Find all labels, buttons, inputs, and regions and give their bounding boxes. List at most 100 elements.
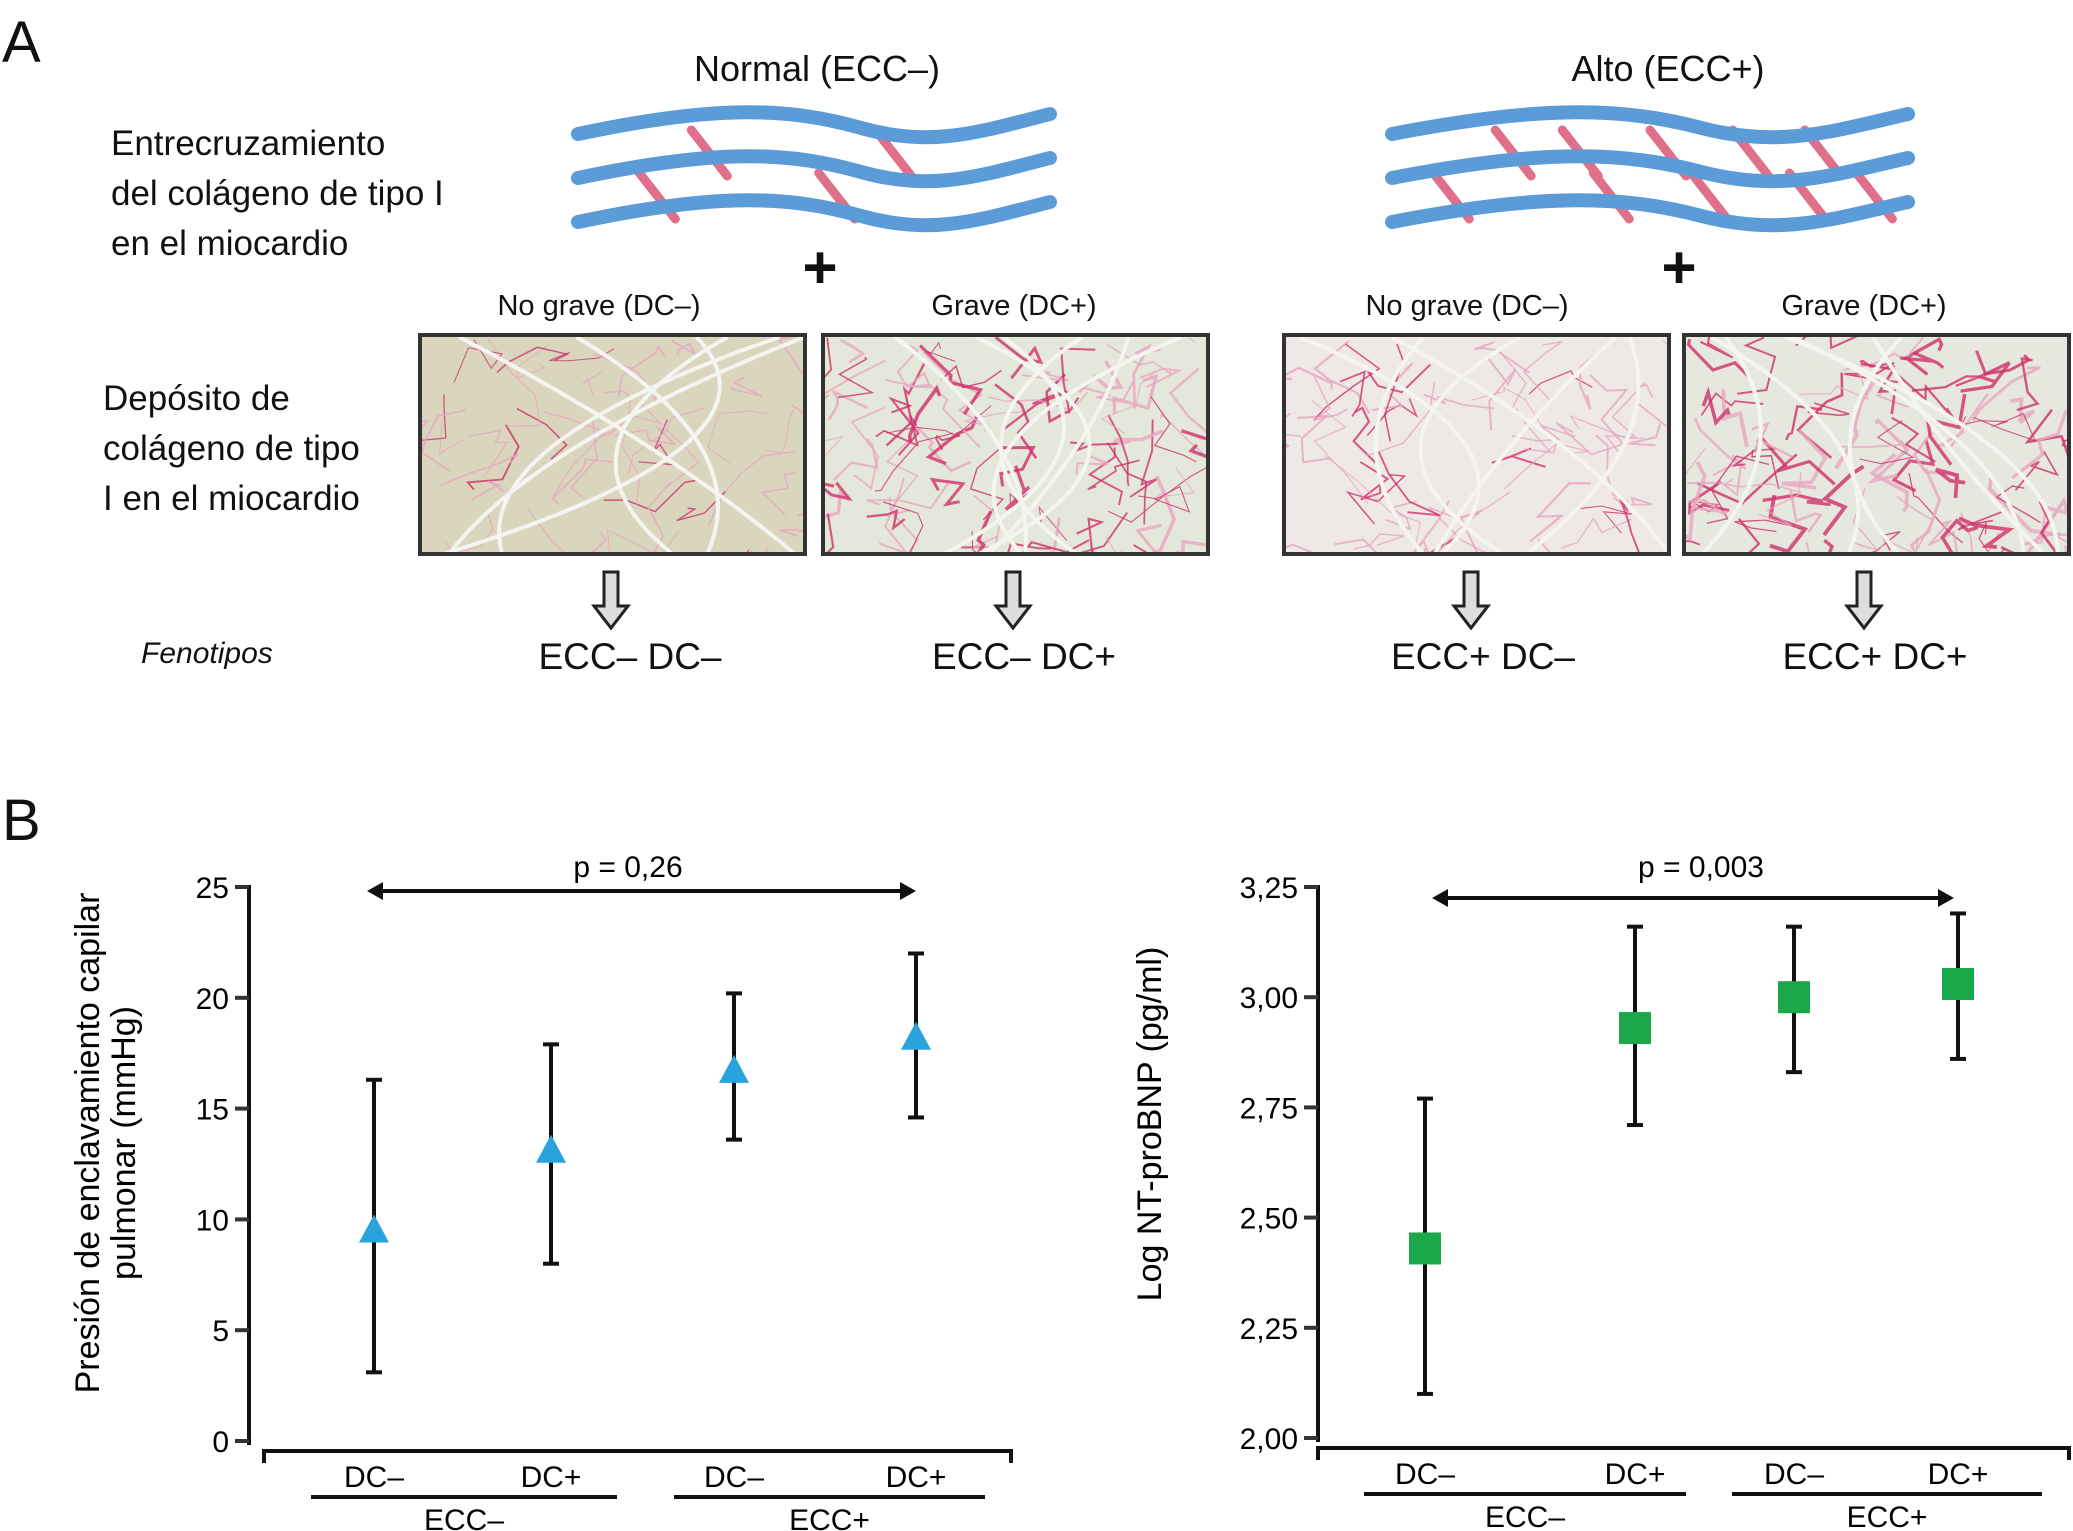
collagen-stain: [707, 410, 768, 464]
collagen-stain: [1869, 452, 1909, 513]
collagen-stain: [1365, 382, 1436, 456]
collagen-stain: [2014, 450, 2060, 491]
tissue-gap: [1433, 337, 1618, 552]
collagen-stain: [1112, 374, 1159, 414]
collagen-stain: [1150, 396, 1197, 463]
collagen-stain: [1106, 344, 1171, 376]
collagen-stain: [940, 364, 1002, 389]
tissue-gap: [1701, 337, 1763, 552]
y-tick-label: 5: [212, 1315, 229, 1348]
collagen-stain: [1768, 494, 1809, 552]
histology-image: [821, 333, 1210, 556]
panel-a-label: A: [2, 10, 41, 75]
y-tick-label: 3,00: [1240, 982, 1298, 1015]
collagen-stain: [1339, 370, 1367, 417]
collagen-stain: [1129, 419, 1158, 498]
collagen-fiber: [571, 149, 1057, 189]
collagen-stain: [453, 339, 503, 383]
group-label: ECC–: [1485, 1501, 1565, 1531]
chart-0: 0 5 10 15 20 25 DC– DC+ DC– DC+ ECC– ECC+ Presión de…: [69, 851, 1013, 1531]
tissue-gap: [497, 337, 781, 552]
collagen-stain: [885, 426, 923, 512]
collagen-stain: [2024, 409, 2067, 457]
x-tick-label: DC+: [886, 1461, 947, 1494]
collagen-stain: [882, 501, 924, 552]
collagen-stain: [1876, 539, 1913, 552]
tissue-gap: [1373, 337, 1425, 552]
collagen-stain: [875, 415, 919, 447]
collagen-stain: [516, 407, 568, 460]
collagen-stain: [922, 351, 991, 429]
data-point-square: [1778, 981, 1810, 1014]
collagen-stain: [925, 414, 979, 466]
collagen-stain: [591, 531, 607, 552]
collagen-stain: [1738, 518, 1761, 552]
collagen-stain: [468, 429, 509, 477]
collagen-stain: [603, 478, 702, 513]
collagen-stain: [1470, 386, 1545, 431]
group-label: ECC+: [789, 1504, 870, 1531]
collagen-stain: [1060, 347, 1096, 415]
collagen-stain: [670, 339, 696, 356]
collagen-stain: [1022, 539, 1090, 552]
collagen-stain: [1900, 351, 1945, 369]
tissue-gap: [1847, 337, 1904, 552]
collagen-stain: [1686, 448, 1706, 475]
collagen-stain: [1987, 532, 2000, 552]
tissue-gap: [1709, 337, 1861, 552]
y-tick-label: 10: [196, 1204, 229, 1237]
collagen-stain: [988, 391, 1089, 412]
collagen-stain: [1105, 536, 1122, 552]
collagen-stain: [1413, 500, 1451, 552]
collagen-stain: [1181, 539, 1206, 552]
collagen-stain: [1762, 493, 1831, 507]
collagen-stain: [1843, 337, 1924, 371]
collagen-stain: [1687, 458, 1743, 497]
collagen-stain: [1579, 505, 1633, 534]
collagen-stain: [1081, 380, 1135, 403]
data-point-triangle: [719, 1054, 749, 1083]
collagen-stain: [1353, 533, 1405, 550]
collagen-stain: [582, 371, 603, 398]
collagen-stain: [2009, 397, 2036, 425]
deposit-label-line: colágeno de tipo: [103, 429, 360, 468]
collagen-stain: [422, 419, 430, 446]
collagen-stain: [825, 435, 844, 457]
y-tick-label: 15: [196, 1094, 229, 1127]
collagen-stain: [878, 477, 908, 552]
collagen-stain: [1560, 517, 1632, 549]
y-tick-label: 20: [196, 983, 229, 1016]
tissue-gap: [1525, 337, 1641, 552]
collagen-stain: [2064, 544, 2067, 552]
collagen-stain: [1934, 467, 1966, 499]
collagen-stain: [1555, 421, 1624, 456]
collagen-stain: [422, 394, 447, 441]
collagen-stain: [1107, 414, 1130, 487]
collagen-stain: [850, 406, 885, 490]
collagen-fiber: [1385, 149, 1915, 189]
collagen-stain: [891, 509, 919, 552]
collagen-stain: [1823, 538, 1835, 552]
tissue-gap: [1871, 337, 2045, 552]
collagen-stain: [1936, 393, 1989, 448]
collagen-stain: [1701, 386, 1731, 427]
plus-sign: +: [1661, 234, 1697, 301]
y-tick-label: 0: [212, 1426, 229, 1459]
collagen-stain: [543, 411, 605, 436]
collagen-stain: [1891, 439, 1936, 493]
collagen-stain: [1487, 357, 1517, 431]
collagen-fiber: [1385, 193, 1915, 233]
collagen-stain: [1619, 497, 1640, 552]
collagen-stain: [1781, 428, 1828, 490]
collagen-stain: [1871, 531, 1901, 552]
data-point-square: [1942, 967, 1974, 1000]
collagen-stain: [825, 359, 886, 400]
collagen-stain: [465, 424, 520, 491]
tissue-gap: [1784, 337, 2060, 552]
tissue-gap: [974, 337, 1092, 552]
collagen-stain: [825, 481, 854, 502]
collagen-stain: [730, 376, 762, 397]
collagen-stain: [888, 396, 920, 456]
collagen-stain: [1839, 439, 1909, 454]
